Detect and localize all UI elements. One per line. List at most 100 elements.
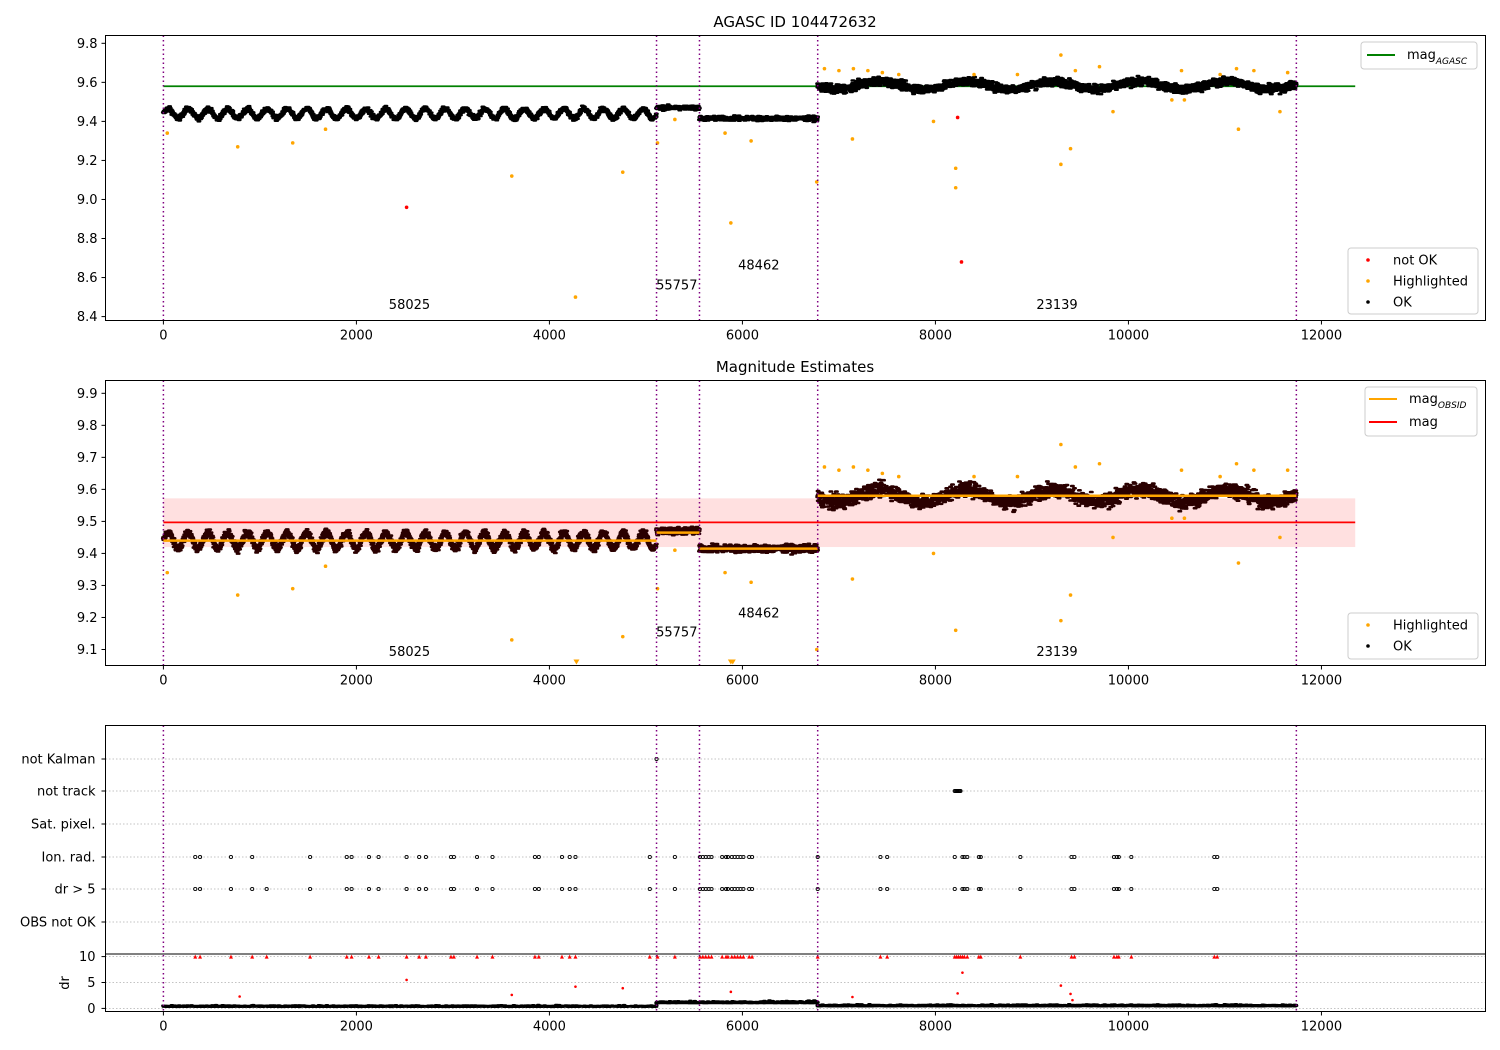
highlighted-point — [822, 465, 827, 469]
flag-event — [198, 854, 203, 860]
flag-event — [709, 886, 714, 892]
dr-clipped-marker — [747, 954, 752, 959]
flag-event — [376, 886, 381, 892]
highlighted-point — [1068, 146, 1073, 151]
dr-clipped-marker — [885, 954, 890, 959]
flag-event — [228, 854, 234, 860]
flag-event — [532, 886, 537, 892]
highlighted-point — [931, 119, 936, 124]
y-tick-label: 9.9 — [77, 387, 98, 402]
flag-event — [976, 854, 981, 860]
highlighted-point — [620, 170, 625, 174]
highlighted-point — [723, 570, 727, 575]
highlighted-point — [749, 580, 753, 585]
flag-event — [198, 886, 203, 892]
highlighted-point — [837, 468, 841, 472]
highlighted-point — [850, 137, 855, 141]
legend-point-swatch — [1366, 623, 1370, 627]
dr-clipped-marker — [198, 954, 203, 959]
legend-subscript: AGASC — [1435, 57, 1468, 67]
x-tick-label: 2000 — [340, 329, 373, 344]
dr-clipped-marker — [536, 954, 541, 959]
y-tick-label: 9.8 — [77, 37, 98, 52]
dr-outlier-point — [956, 992, 959, 995]
dr-tick-label: 5 — [87, 976, 95, 991]
highlighted-point — [866, 468, 870, 472]
dr-tick-label: 0 — [87, 1002, 95, 1017]
panel2-frame — [105, 380, 1486, 666]
highlighted-point — [880, 471, 885, 476]
dr-clipped-marker — [655, 954, 660, 959]
dr-clipped-marker — [1018, 954, 1023, 959]
flag-event — [474, 854, 480, 860]
panel3-frame — [105, 725, 1486, 1012]
highlighted-point — [1218, 474, 1222, 479]
highlighted-point — [1234, 461, 1239, 466]
flag-event — [978, 854, 983, 860]
highlighted-point — [1059, 162, 1063, 167]
highlighted-point — [1111, 109, 1115, 114]
y-tick-label: 9.0 — [77, 193, 98, 208]
flag-label: dr > 5 — [54, 883, 95, 898]
dr-clipped-marker — [697, 954, 702, 959]
y-tick-label: 9.3 — [77, 579, 98, 594]
flag-event — [532, 854, 537, 860]
flag-event — [878, 854, 883, 860]
y-tick-label: 9.7 — [77, 451, 98, 466]
flag-event — [723, 886, 729, 892]
highlighted-point — [1234, 66, 1239, 71]
legend-point-swatch — [1366, 644, 1370, 648]
x-tick-label: 4000 — [533, 329, 566, 344]
dr-clipped-marker — [264, 954, 269, 959]
flag-event — [878, 886, 883, 892]
highlighted-point — [1218, 72, 1222, 77]
flag-event — [1215, 854, 1220, 860]
flag-event — [672, 854, 677, 860]
x-tick-label: 6000 — [726, 1020, 759, 1035]
flag-event — [741, 854, 746, 860]
highlighted-point — [1252, 468, 1256, 472]
highlighted-point — [165, 570, 170, 575]
x-tick-label: 8000 — [919, 329, 952, 344]
x-tick-label: 2000 — [340, 674, 373, 689]
highlighted-point — [323, 564, 328, 569]
highlighted-point — [1236, 561, 1241, 565]
flag-event — [1114, 854, 1119, 860]
y-tick-label: 9.2 — [77, 154, 98, 169]
panel1-line-legend: magAGASC — [1360, 41, 1478, 70]
highlighted-point — [235, 144, 240, 149]
dr-clipped-marker — [815, 954, 820, 959]
flag-event — [1072, 886, 1077, 892]
dr-clipped-marker — [417, 954, 422, 959]
dr-clipped-marker — [404, 954, 409, 959]
highlighted-point — [1059, 618, 1063, 623]
highlighted-point — [749, 139, 753, 143]
highlighted-point — [1097, 461, 1102, 466]
flag-event — [423, 854, 428, 860]
y-tick-label: 9.6 — [77, 483, 98, 498]
dr-outlier-point — [574, 985, 577, 988]
flag-event — [960, 886, 965, 892]
flags-panel: not Kalman not track Sat. pixel. Ion. rad. d… — [20, 725, 1486, 1035]
highlighted-point — [1179, 468, 1184, 472]
dr-outlier-point — [510, 993, 514, 997]
flag-event — [490, 886, 495, 892]
dr-clipped-marker — [700, 954, 705, 959]
y-tick-label: 9.8 — [77, 419, 98, 434]
y-tick-label: 9.4 — [77, 547, 98, 562]
flag-event — [490, 854, 495, 860]
legend-box — [1347, 612, 1479, 660]
y-tick-label: 8.6 — [77, 271, 98, 286]
dr-clipped-marker — [878, 954, 883, 959]
flag-event — [376, 854, 381, 860]
flag-event — [366, 886, 372, 892]
highlighted-point — [896, 474, 901, 479]
panel1-plot-area: 58025 55757 48462 23139 0 2000 4000 6000 8000 100… — [77, 35, 1356, 344]
flag-event — [536, 854, 541, 860]
flag-label: not Kalman — [21, 753, 95, 768]
legend-label: Highlighted — [1393, 275, 1468, 290]
y-tick-label: 9.2 — [77, 611, 98, 626]
flag-event — [647, 854, 652, 860]
highlighted-point — [729, 221, 733, 225]
